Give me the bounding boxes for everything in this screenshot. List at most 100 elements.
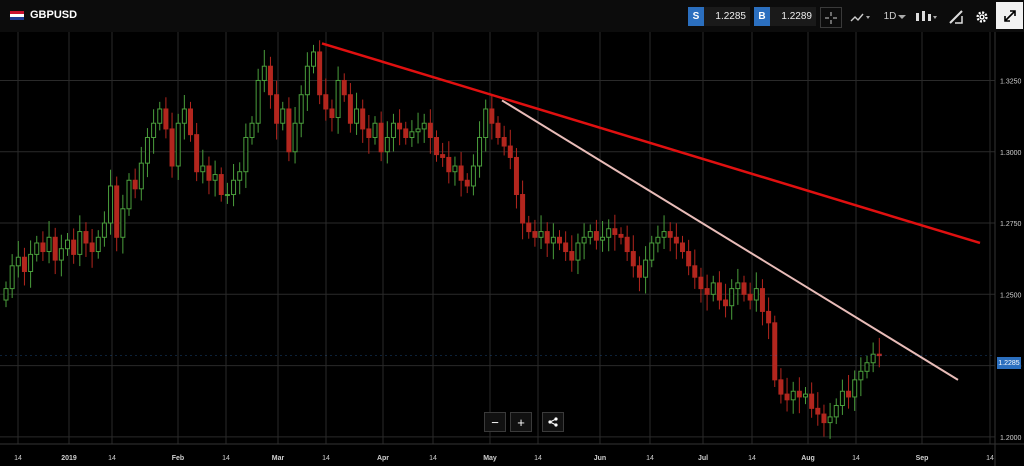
chart-type-button[interactable] bbox=[848, 7, 874, 26]
candle-body bbox=[280, 108, 286, 124]
x-tick-label: 14 bbox=[322, 455, 330, 462]
candle-body bbox=[784, 393, 790, 401]
candle-body bbox=[397, 122, 403, 130]
fullscreen-button[interactable] bbox=[996, 2, 1023, 29]
candle-body bbox=[40, 242, 46, 253]
candle-body bbox=[778, 379, 784, 395]
candle-body bbox=[286, 108, 292, 153]
candle-body bbox=[52, 236, 58, 261]
zoom-controls: − + bbox=[484, 412, 564, 432]
current-price-tag: 1.2285 bbox=[997, 357, 1021, 369]
y-tick-label: 1.2000 bbox=[1000, 435, 1022, 442]
candle-body bbox=[852, 379, 858, 398]
candle-body bbox=[470, 165, 476, 187]
zoom-in-button[interactable]: + bbox=[510, 412, 532, 432]
candle-body bbox=[237, 171, 243, 181]
candle-body bbox=[231, 179, 237, 196]
candle-body bbox=[692, 265, 698, 278]
candle-body bbox=[790, 390, 796, 401]
candle-body bbox=[28, 253, 34, 273]
candle-body bbox=[624, 236, 630, 253]
x-tick-label: 14 bbox=[986, 455, 994, 462]
candle-body bbox=[3, 288, 9, 301]
candle-body bbox=[747, 293, 753, 301]
candle-body bbox=[464, 179, 470, 187]
y-tick-label: 1.3000 bbox=[1000, 150, 1022, 157]
zoom-out-button[interactable]: − bbox=[484, 412, 506, 432]
candle-body bbox=[827, 416, 833, 424]
candle-body bbox=[304, 65, 310, 96]
sell-quote[interactable]: S 1.2285 bbox=[688, 7, 750, 26]
candle-body bbox=[655, 236, 661, 244]
candle-body bbox=[513, 156, 519, 196]
candle-body bbox=[538, 231, 544, 238]
drawing-tool-button[interactable] bbox=[946, 7, 966, 26]
candle-body bbox=[452, 165, 458, 173]
candle-body bbox=[292, 122, 298, 153]
candle-body bbox=[520, 194, 526, 224]
candle-body bbox=[120, 208, 126, 238]
candle-body bbox=[507, 145, 513, 158]
candle-body bbox=[698, 276, 704, 290]
candle-body bbox=[212, 174, 218, 181]
candle-body bbox=[249, 122, 255, 138]
symbol-label[interactable]: GBPUSD bbox=[10, 9, 77, 21]
candle-body bbox=[194, 134, 200, 173]
buy-quote[interactable]: B 1.2289 bbox=[754, 7, 816, 26]
candle-body bbox=[200, 165, 206, 173]
candlestick-button[interactable] bbox=[912, 7, 940, 26]
candle-body bbox=[46, 236, 52, 253]
x-tick-label: Jun bbox=[594, 455, 606, 462]
candle-body bbox=[759, 288, 765, 312]
settings-button[interactable] bbox=[972, 7, 992, 26]
candle-body bbox=[218, 174, 224, 196]
candle-body bbox=[323, 94, 329, 110]
candle-body bbox=[181, 108, 187, 124]
sell-tag: S bbox=[688, 7, 704, 26]
candle-body bbox=[501, 136, 507, 147]
candle-body bbox=[384, 136, 390, 153]
candle-body bbox=[15, 256, 21, 267]
candle-body bbox=[673, 236, 679, 244]
candle-body bbox=[243, 136, 249, 173]
candle-body bbox=[434, 136, 439, 156]
candle-body bbox=[821, 413, 827, 424]
candle-body bbox=[569, 251, 575, 261]
candle-body bbox=[667, 231, 673, 238]
x-tick-label: Jul bbox=[698, 455, 708, 462]
candle-body bbox=[735, 282, 741, 290]
sell-price: 1.2285 bbox=[704, 7, 750, 26]
candle-body bbox=[175, 122, 181, 167]
chart-toolbar: GBPUSD S 1.2285 B 1.2289 1D bbox=[0, 0, 1024, 32]
candle-body bbox=[354, 108, 360, 124]
candle-body bbox=[317, 51, 323, 96]
candle-body bbox=[9, 265, 15, 290]
x-tick-label: 14 bbox=[534, 455, 542, 462]
candle-body bbox=[526, 222, 532, 233]
timeframe-select[interactable]: 1D bbox=[882, 7, 908, 26]
candle-body bbox=[372, 122, 378, 138]
uk-flag-icon bbox=[10, 10, 24, 20]
candle-body bbox=[575, 242, 581, 261]
price-chart[interactable]: 1.32501.30001.27501.25001.22501.20001420… bbox=[0, 32, 1024, 466]
candle-body bbox=[188, 108, 193, 136]
candle-body bbox=[557, 236, 562, 244]
candle-body bbox=[741, 282, 747, 295]
buy-price: 1.2289 bbox=[770, 7, 816, 26]
candle-body bbox=[716, 282, 722, 301]
candle-body bbox=[858, 370, 864, 381]
candle-body bbox=[846, 390, 852, 398]
candle-body bbox=[809, 393, 815, 409]
share-button[interactable] bbox=[542, 412, 564, 432]
candle-body bbox=[267, 65, 273, 96]
candle-body bbox=[600, 236, 606, 241]
x-tick-label: 2019 bbox=[61, 455, 77, 462]
candle-body bbox=[298, 94, 304, 124]
candle-body bbox=[766, 310, 772, 324]
candle-body bbox=[224, 194, 230, 197]
candle-body bbox=[261, 65, 267, 81]
candle-body bbox=[255, 79, 261, 124]
crosshair-button[interactable] bbox=[820, 7, 842, 28]
candle-body bbox=[89, 242, 95, 253]
candle-body bbox=[34, 242, 40, 255]
